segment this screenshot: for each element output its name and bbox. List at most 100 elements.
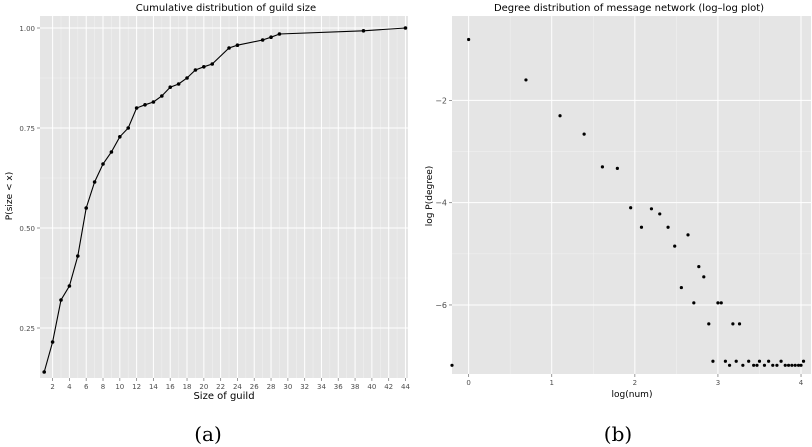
a-data-point: [168, 85, 173, 89]
a-x-tick-label: 20: [199, 383, 208, 391]
chart-a-points: [42, 26, 408, 374]
b-data-point: [649, 207, 654, 211]
a-x-tick-label: 32: [300, 383, 309, 391]
b-data-point: [799, 363, 803, 367]
b-data-point: [692, 301, 696, 305]
a-x-tick-label: 6: [84, 383, 89, 391]
chart-a-x-ticks: 2 4 6 8 10 12 14 16 18 20 22 24 26 28 30 32 34 36 38 40 42 44: [50, 378, 410, 391]
b-data-point: [707, 322, 711, 326]
a-data-point: [176, 82, 181, 86]
a-data-point: [269, 35, 273, 39]
a-data-point: [210, 62, 215, 66]
a-data-point: [67, 284, 72, 288]
b-x-tick-label: 3: [716, 379, 720, 387]
a-data-point: [151, 100, 156, 104]
chart-b: Degree distribution of message network (…: [425, 3, 811, 446]
chart-b-title: Degree distribution of message network (…: [494, 3, 764, 14]
a-data-point: [403, 26, 408, 30]
b-data-point: [639, 225, 644, 229]
a-data-point: [50, 340, 55, 344]
chart-b-plot-area: [452, 16, 811, 374]
b-y-tick-label: −6: [435, 301, 447, 310]
a-x-tick-label: 22: [216, 383, 225, 391]
a-x-tick-label: 40: [367, 383, 376, 391]
a-y-tick-label: 0.25: [19, 325, 35, 333]
a-x-tick-label: 34: [317, 383, 326, 391]
b-data-point: [582, 132, 586, 136]
a-x-tick-label: 2: [50, 383, 54, 391]
a-data-point: [160, 94, 164, 98]
b-data-point: [467, 37, 471, 42]
a-data-point: [193, 68, 198, 72]
b-data-point: [801, 359, 806, 363]
a-data-point: [202, 65, 206, 69]
b-data-point: [786, 363, 791, 367]
b-data-point: [711, 359, 715, 363]
a-data-point: [118, 135, 122, 139]
b-data-point: [755, 363, 759, 367]
panel-caption-a: (a): [194, 422, 222, 446]
b-data-point: [737, 322, 742, 326]
a-data-point: [277, 32, 282, 36]
b-data-point: [779, 359, 783, 363]
b-data-point: [752, 363, 756, 367]
b-data-point: [558, 114, 562, 118]
a-x-tick-label: 16: [166, 383, 175, 391]
a-x-tick-label: 18: [183, 383, 192, 391]
chart-a-y-ticks: 0.25 0.50 0.75 1.00: [19, 25, 40, 333]
b-data-point: [673, 244, 677, 248]
b-data-point: [796, 363, 801, 367]
b-data-point: [666, 225, 670, 229]
b-y-tick-label: −4: [435, 199, 447, 208]
a-x-tick-label: 30: [283, 383, 292, 391]
b-data-point: [629, 206, 633, 210]
chart-a-title: Cumulative distribution of guild size: [136, 3, 316, 14]
b-data-point: [450, 363, 454, 367]
a-x-tick-label: 26: [250, 383, 259, 391]
b-y-tick-label: −2: [435, 96, 447, 105]
b-data-point: [686, 233, 690, 237]
a-data-point: [101, 162, 105, 166]
a-x-tick-label: 24: [233, 383, 242, 391]
a-data-point: [42, 370, 47, 374]
b-x-tick-label: 1: [549, 379, 553, 387]
a-x-tick-label: 8: [101, 383, 105, 391]
a-y-tick-label: 0.75: [19, 125, 35, 133]
b-data-point: [697, 265, 701, 269]
chart-a-grid: [40, 16, 408, 378]
b-data-point: [741, 363, 745, 367]
a-x-tick-label: 12: [132, 383, 141, 391]
a-data-point: [235, 43, 240, 47]
b-data-point: [771, 363, 775, 367]
a-y-tick-label: 1.00: [19, 25, 35, 33]
b-data-point: [615, 166, 619, 171]
a-x-tick-label: 10: [115, 383, 124, 391]
b-data-point: [793, 363, 797, 367]
b-data-point: [658, 212, 662, 216]
chart-b-y-ticks: −2 −4 −6: [435, 96, 452, 310]
a-x-tick-label: 28: [267, 383, 276, 391]
a-x-tick-label: 42: [384, 383, 393, 391]
a-data-point: [260, 38, 265, 42]
b-data-point: [524, 78, 528, 82]
a-data-point: [134, 106, 139, 110]
a-data-point: [126, 126, 131, 130]
b-data-point: [775, 363, 779, 367]
b-data-point: [727, 363, 732, 367]
a-data-point: [76, 254, 80, 258]
chart-a-x-label: Size of guild: [193, 391, 254, 402]
b-data-point: [719, 301, 723, 305]
b-data-point: [783, 363, 787, 367]
a-data-point: [59, 298, 63, 302]
chart-a-series-line: [43, 27, 406, 373]
chart-b-y-label: log P(degree): [425, 166, 435, 227]
b-data-point: [600, 165, 605, 169]
a-data-point: [92, 180, 97, 184]
b-data-point: [731, 322, 735, 326]
b-data-point: [723, 359, 728, 363]
a-data-point: [361, 29, 366, 33]
panel-caption-b: (b): [604, 422, 632, 446]
b-data-point: [762, 363, 767, 367]
b-data-point: [790, 363, 794, 367]
